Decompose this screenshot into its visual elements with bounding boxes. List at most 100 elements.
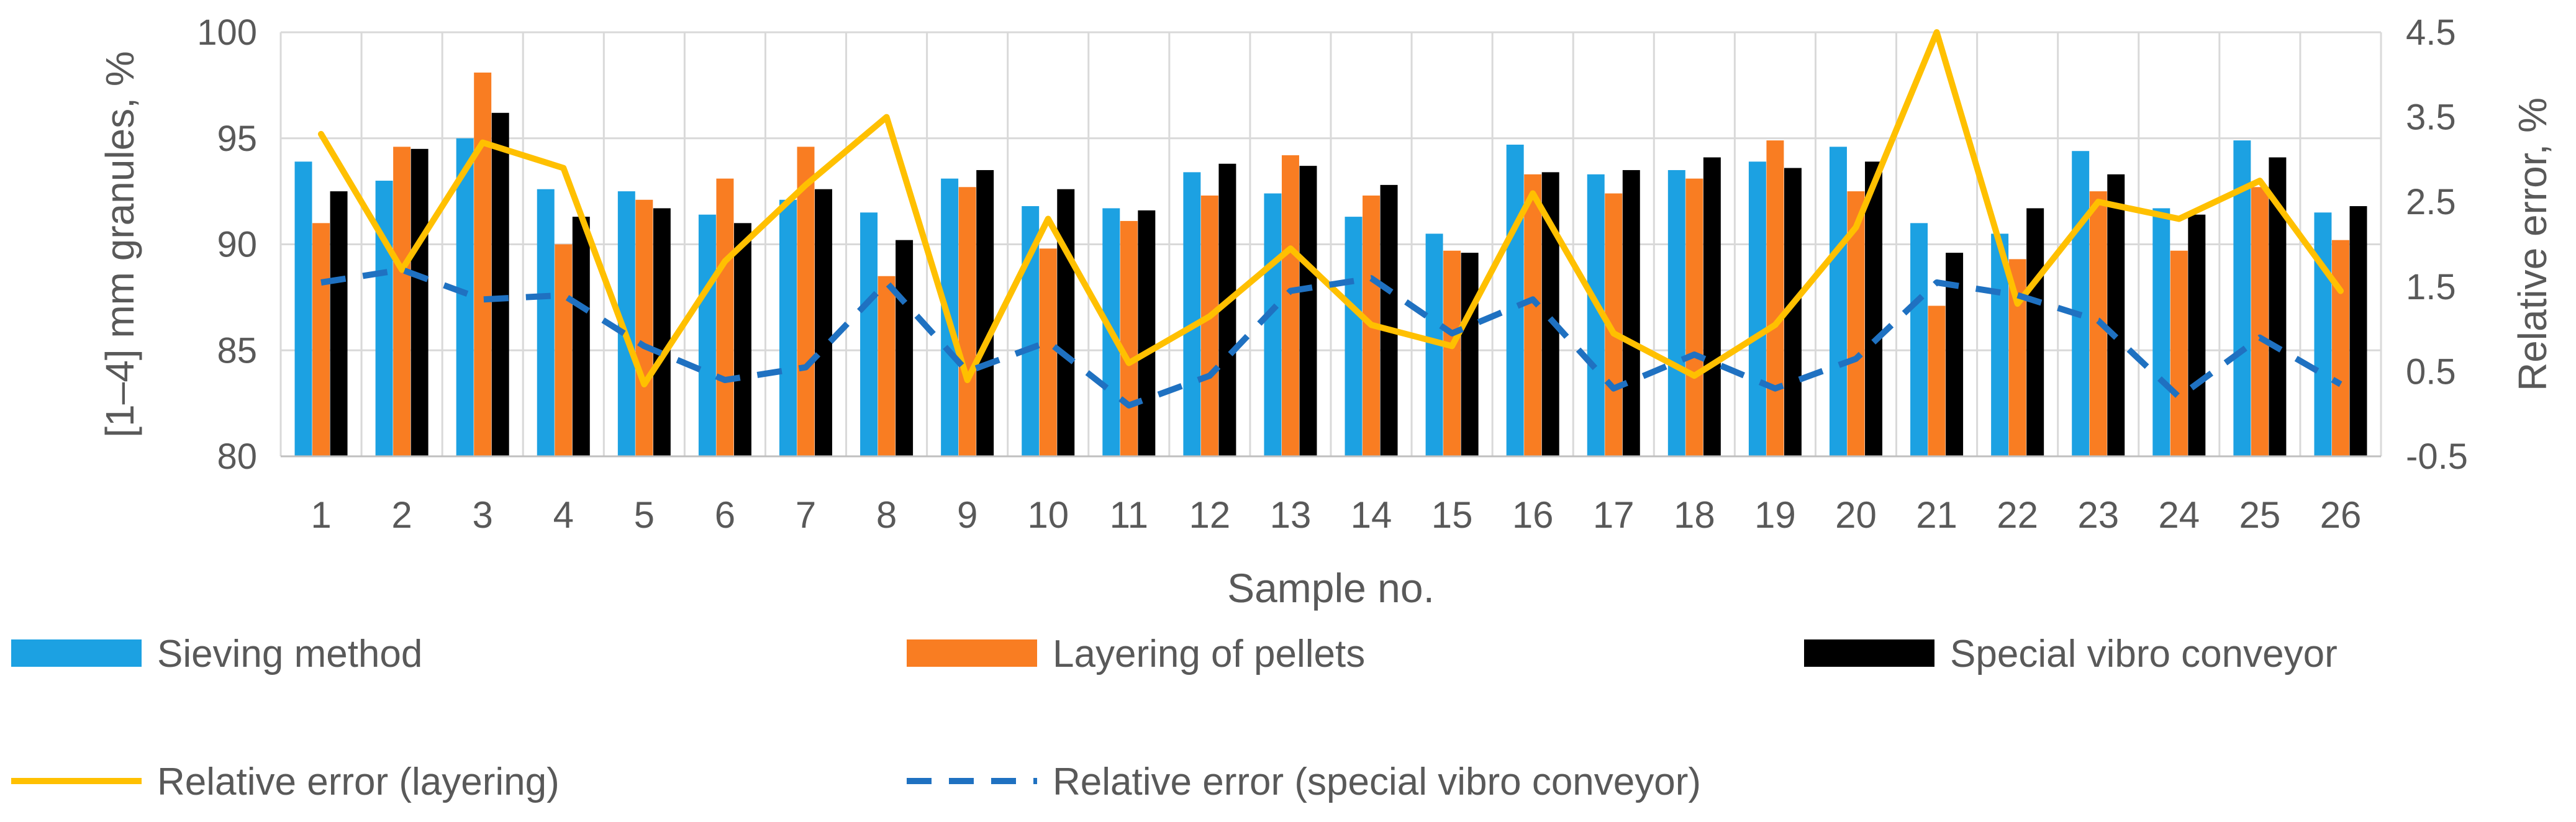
bar-sieving-method-20 — [1829, 147, 1847, 456]
x-tick-label: 2 — [391, 494, 412, 536]
x-tick-label: 21 — [1916, 494, 1957, 536]
bar-sieving-method-2 — [375, 181, 393, 456]
bar-layering-of-pellets-6 — [716, 178, 734, 456]
y-tick-label: 85 — [217, 330, 257, 371]
x-tick-label: 9 — [957, 494, 977, 536]
x-tick-label: 13 — [1270, 494, 1312, 536]
bar-sieving-method-26 — [2314, 212, 2332, 456]
bar-special-vibro-conveyor-24 — [2188, 214, 2206, 456]
x-tick-label: 17 — [1593, 494, 1635, 536]
bar-layering-of-pellets-11 — [1120, 220, 1138, 456]
y2-tick-label: 4.5 — [2406, 12, 2456, 53]
y2-tick-label: 3.5 — [2406, 97, 2456, 138]
x-tick-label: 7 — [796, 494, 816, 536]
bar-special-vibro-conveyor-20 — [1865, 161, 1883, 456]
x-tick-label: 6 — [715, 494, 735, 536]
bar-layering-of-pellets-16 — [1524, 174, 1542, 456]
bar-sieving-method-19 — [1748, 161, 1766, 456]
bar-special-vibro-conveyor-13 — [1299, 166, 1317, 456]
bar-special-vibro-conveyor-26 — [2349, 206, 2367, 456]
bar-sieving-method-18 — [1667, 169, 1685, 456]
bar-layering-of-pellets-18 — [1685, 178, 1703, 456]
bar-layering-of-pellets-26 — [2331, 240, 2349, 456]
y-tick-label: 100 — [197, 12, 257, 53]
bar-sieving-method-7 — [779, 199, 797, 456]
bar-special-vibro-conveyor-9 — [976, 169, 994, 456]
y2-axis-title: Relative error, % — [2510, 97, 2555, 391]
bar-special-vibro-conveyor-22 — [2026, 208, 2044, 456]
bar-special-vibro-conveyor-4 — [572, 217, 590, 456]
y2-tick-label: 2.5 — [2406, 182, 2456, 222]
x-tick-label: 5 — [634, 494, 655, 536]
bar-special-vibro-conveyor-10 — [1057, 189, 1075, 456]
bar-layering-of-pellets-7 — [797, 147, 815, 456]
bar-special-vibro-conveyor-17 — [1622, 169, 1640, 456]
bar-special-vibro-conveyor-6 — [733, 223, 751, 456]
bar-special-vibro-conveyor-15 — [1461, 253, 1479, 456]
x-tick-label: 8 — [876, 494, 897, 536]
bar-special-vibro-conveyor-2 — [410, 148, 429, 456]
bar-sieving-method-8 — [860, 212, 878, 456]
x-tick-label: 12 — [1189, 494, 1231, 536]
bar-layering-of-pellets-5 — [635, 199, 653, 456]
bar-layering-of-pellets-2 — [393, 147, 411, 456]
bar-layering-of-pellets-25 — [2251, 187, 2269, 456]
x-tick-label: 14 — [1351, 494, 1392, 536]
y2-tick-label: -0.5 — [2406, 436, 2468, 477]
bar-layering-of-pellets-15 — [1443, 250, 1461, 456]
bar-special-vibro-conveyor-7 — [815, 189, 833, 456]
bar-layering-of-pellets-10 — [1039, 248, 1057, 456]
x-tick-label: 25 — [2239, 494, 2281, 536]
x-tick-label: 1 — [311, 494, 331, 536]
x-tick-label: 16 — [1512, 494, 1554, 536]
bar-layering-of-pellets-21 — [1928, 305, 1946, 456]
x-tick-label: 23 — [2077, 494, 2119, 536]
legend-label: Special vibro conveyor — [1950, 633, 2338, 675]
y-tick-label: 95 — [217, 119, 257, 159]
bar-sieving-method-14 — [1345, 217, 1363, 456]
bar-sieving-method-12 — [1183, 172, 1201, 456]
bar-special-vibro-conveyor-18 — [1703, 157, 1721, 457]
x-tick-label: 18 — [1674, 494, 1715, 536]
series-lines — [318, 29, 2344, 409]
x-tick-label: 10 — [1027, 494, 1069, 536]
y-tick-label: 80 — [217, 436, 257, 477]
legend-swatch — [11, 639, 142, 667]
x-tick-label: 15 — [1431, 494, 1473, 536]
legend-label: Relative error (special vibro conveyor) — [1053, 761, 1701, 803]
y-axis-title: [1–4] mm granules, % — [98, 51, 142, 438]
x-tick-label: 19 — [1754, 494, 1796, 536]
x-tick-label: 20 — [1835, 494, 1877, 536]
legend-label: Relative error (layering) — [157, 761, 560, 803]
bar-layering-of-pellets-3 — [474, 72, 492, 456]
x-tick-label: 24 — [2158, 494, 2200, 536]
y2-tick-label: 0.5 — [2406, 351, 2456, 392]
x-tick-label: 11 — [1110, 494, 1148, 536]
line-relative-error-special-vibro-conveyor — [320, 266, 2342, 409]
x-tick-label: 22 — [1997, 494, 2038, 536]
bar-special-vibro-conveyor-1 — [330, 191, 348, 456]
bar-layering-of-pellets-12 — [1200, 195, 1218, 456]
legend-label: Sieving method — [157, 633, 422, 675]
bar-special-vibro-conveyor-14 — [1380, 184, 1398, 456]
x-tick-label: 3 — [473, 494, 493, 536]
bar-sieving-method-1 — [294, 161, 312, 456]
bar-sieving-method-21 — [1910, 223, 1928, 456]
bar-layering-of-pellets-1 — [312, 223, 330, 456]
x-axis-title: Sample no. — [1227, 565, 1435, 611]
bar-special-vibro-conveyor-11 — [1138, 210, 1156, 456]
y-tick-label: 90 — [217, 225, 257, 265]
bar-sieving-method-4 — [537, 189, 555, 456]
x-tick-label: 4 — [553, 494, 574, 536]
bar-layering-of-pellets-8 — [878, 276, 896, 456]
bar-special-vibro-conveyor-3 — [491, 112, 509, 456]
bar-special-vibro-conveyor-5 — [653, 208, 671, 456]
bar-sieving-method-16 — [1506, 144, 1524, 456]
bar-sieving-method-13 — [1264, 193, 1282, 456]
legend-label: Layering of pellets — [1053, 633, 1365, 675]
bar-sieving-method-24 — [2152, 208, 2170, 456]
bar-layering-of-pellets-9 — [958, 187, 976, 456]
bar-sieving-method-6 — [698, 214, 716, 456]
